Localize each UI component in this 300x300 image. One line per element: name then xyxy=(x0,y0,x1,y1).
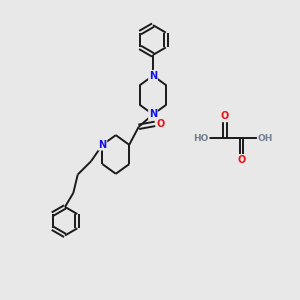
Text: O: O xyxy=(156,119,164,129)
Text: O: O xyxy=(237,155,246,165)
Text: N: N xyxy=(149,109,157,119)
Text: HO: HO xyxy=(194,134,209,142)
Text: O: O xyxy=(221,111,229,122)
Text: N: N xyxy=(149,71,157,81)
Text: N: N xyxy=(98,140,106,150)
Text: OH: OH xyxy=(258,134,273,142)
